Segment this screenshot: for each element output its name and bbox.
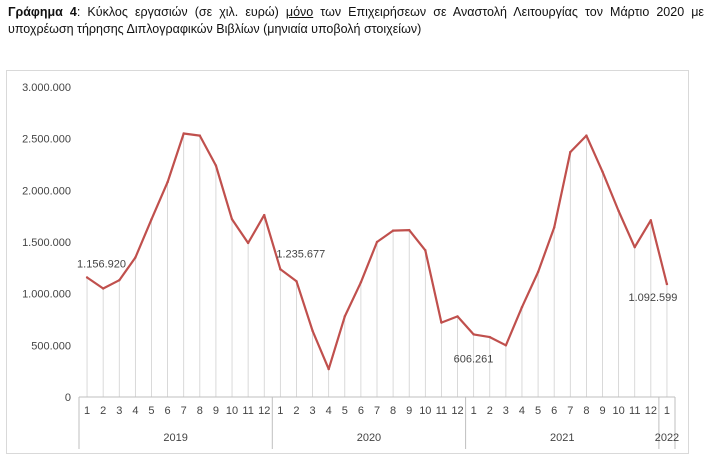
x-tick-label: 3 — [310, 405, 316, 417]
data-point — [552, 226, 556, 229]
x-tick-label: 1 — [664, 405, 670, 417]
x-tick-label: 4 — [326, 405, 332, 417]
x-tick-label: 1 — [277, 405, 283, 417]
data-point — [649, 219, 653, 222]
data-label: 1.156.920 — [77, 258, 126, 270]
data-point — [182, 132, 185, 135]
line-chart: 0 500.000 1.000.000 1.500.000 2.000.000 2.500… — [22, 82, 679, 449]
x-tick-label: 7 — [181, 405, 187, 417]
y-tick-label: 2.000.000 — [22, 185, 71, 197]
y-tick-label: 500.000 — [31, 340, 71, 352]
data-point — [665, 282, 669, 286]
data-point — [569, 150, 572, 154]
x-tick-label: 10 — [419, 405, 431, 417]
x-tick-label: 12 — [258, 405, 270, 417]
x-tick-label: 3 — [116, 405, 122, 417]
data-point — [440, 321, 443, 324]
x-tick-label: 9 — [213, 405, 219, 417]
caption-label: Γράφημα 4 — [8, 5, 77, 19]
data-point — [150, 218, 153, 221]
x-tick-label: 5 — [342, 405, 348, 417]
caption-text-2: των Επιχειρήσεων σε Αναστολή Λειτουργίας… — [8, 5, 705, 36]
x-tick-label: 1 — [84, 405, 90, 417]
data-point — [327, 367, 330, 371]
data-point — [504, 344, 508, 347]
x-tick-label: 8 — [197, 405, 203, 417]
y-tick-label: 1.000.000 — [22, 289, 71, 301]
data-label: 1.235.677 — [276, 248, 325, 260]
x-tick-label: 2 — [293, 405, 299, 417]
data-point — [617, 209, 620, 213]
data-point — [359, 281, 363, 284]
data-point — [166, 180, 169, 184]
x-tick-label: 11 — [436, 405, 447, 417]
x-tick-label: 8 — [390, 405, 396, 417]
group-label: 2021 — [550, 432, 574, 444]
data-point — [536, 270, 540, 274]
y-tick-label: 2.500.000 — [22, 134, 71, 146]
data-point — [198, 134, 202, 137]
data-point — [633, 245, 636, 249]
data-point — [246, 241, 250, 245]
x-tick-label: 7 — [374, 405, 380, 417]
x-tick-label: 8 — [583, 405, 589, 417]
data-point — [214, 164, 218, 167]
x-tick-label: 6 — [358, 405, 364, 417]
x-tick-label: 3 — [503, 405, 509, 417]
data-point — [585, 134, 588, 137]
data-point — [118, 279, 121, 282]
group-label: 2019 — [163, 432, 187, 444]
y-tick-label: 0 — [65, 392, 71, 404]
y-tick-label: 3.000.000 — [22, 82, 71, 94]
x-tick-label: 9 — [599, 405, 605, 417]
x-tick-label: 5 — [148, 405, 154, 417]
x-tick-label: 5 — [535, 405, 541, 417]
data-point — [601, 170, 604, 173]
data-point — [263, 213, 266, 217]
data-point — [424, 249, 427, 252]
x-tick-label: 4 — [132, 405, 138, 417]
data-point — [456, 315, 459, 318]
x-tick-label: 9 — [406, 405, 412, 417]
caption-text-1: : Κύκλος εργασιών (σε χιλ. ευρώ) — [76, 5, 286, 19]
data-point — [134, 256, 137, 259]
data-label: 606.261 — [454, 353, 494, 365]
x-tick-label: 7 — [567, 405, 573, 417]
data-point — [472, 333, 475, 336]
caption-emphasis: μόνο — [285, 5, 314, 19]
data-point — [375, 240, 379, 244]
x-tick-label: 11 — [629, 405, 640, 417]
data-point — [279, 268, 282, 271]
x-tick-label: 6 — [551, 405, 557, 417]
data-point — [391, 229, 395, 232]
x-tick-label: 6 — [165, 405, 171, 417]
data-point — [343, 315, 346, 318]
chart-area: 0 500.000 1.000.000 1.500.000 2.000.000 2.500… — [6, 70, 689, 454]
group-label: 2020 — [357, 432, 381, 444]
data-point — [311, 329, 314, 333]
y-tick-label: 1.500.000 — [22, 237, 71, 249]
chart-caption: Γράφημα 4: Κύκλος εργασιών (σε χιλ. ευρώ… — [8, 4, 704, 38]
data-point — [101, 287, 105, 290]
data-point — [85, 276, 89, 279]
data-point — [408, 228, 411, 232]
x-tick-label: 4 — [519, 405, 525, 417]
data-label: 1.092.599 — [628, 292, 677, 304]
x-tick-label: 10 — [226, 405, 238, 417]
x-tick-label: 2 — [100, 405, 106, 417]
group-label: 2022 — [655, 432, 679, 444]
x-tick-label: 1 — [471, 405, 477, 417]
data-point — [230, 218, 234, 221]
x-tick-label: 12 — [645, 405, 657, 417]
x-tick-label: 11 — [242, 405, 253, 417]
data-point — [488, 335, 491, 339]
x-tick-label: 2 — [487, 405, 493, 417]
x-tick-label: 10 — [612, 405, 624, 417]
data-point — [295, 280, 298, 283]
x-tick-label: 12 — [451, 405, 463, 417]
data-point — [520, 305, 524, 309]
